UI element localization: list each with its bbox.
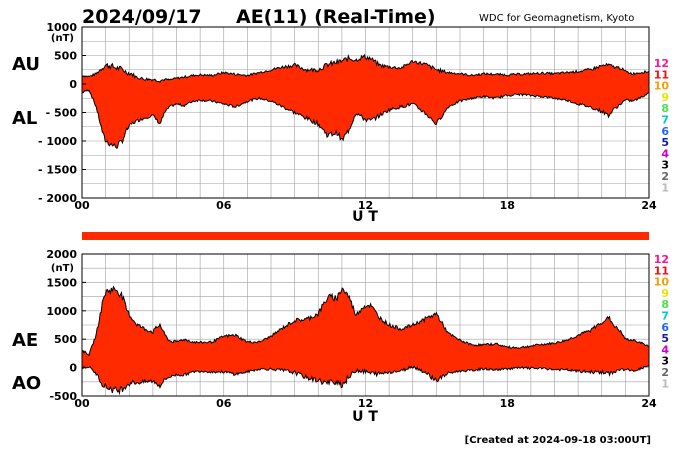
plot-title: AE(11) (Real-Time) (236, 6, 436, 28)
station-key-label: 12 (654, 57, 669, 70)
au-al-x-tick-label: 00 (74, 199, 90, 212)
station-key-label: 5 (661, 332, 669, 345)
ae-ao-y-tick-label: -500 (49, 390, 77, 403)
ae-series-label: AE (12, 330, 38, 351)
station-key-label: 6 (661, 321, 669, 334)
source-label: WDC for Geomagnetism, Kyoto (479, 13, 634, 24)
au-al-y-tick-label: 0 (69, 78, 77, 91)
station-key-label: 1 (661, 181, 669, 194)
station-key-label: 11 (654, 264, 669, 277)
station-key-label: 8 (661, 102, 669, 115)
ae-ao-y-tick-label: 0 (69, 362, 77, 375)
au-al-y-tick-label: 500 (54, 50, 77, 63)
station-key-label: 6 (661, 125, 669, 138)
station-key-label: 2 (661, 170, 669, 183)
station-key-label: 1 (661, 377, 669, 390)
station-key-label: 4 (661, 147, 669, 160)
au-al-unit-label: (nT) (51, 33, 74, 44)
data-status-bar (82, 232, 649, 240)
ae-ao-upper-envelope-line (81, 285, 650, 356)
station-key-label: 12 (654, 253, 669, 266)
plot-date: 2024/09/17 (82, 6, 202, 28)
au-al-y-tick-label: - 500 (46, 107, 78, 120)
au-al-x-tick-label: 12 (358, 199, 373, 212)
au-al-x-tick-label: 06 (216, 199, 232, 212)
au-series-label: AU (12, 54, 40, 75)
station-key-label: 10 (654, 276, 670, 289)
au-al-y-tick-label: - 1500 (38, 164, 77, 177)
ae-ao-x-tick-label: 06 (216, 397, 232, 410)
au-al-y-tick-label: - 1000 (38, 135, 77, 148)
au-al-panel: AU AL (nT) U T (12, 33, 378, 225)
ae-ao-y-tick-label: 1000 (46, 305, 77, 318)
ae-ao-lower-envelope-line (81, 364, 650, 396)
ae-ao-x-tick-label: 24 (641, 397, 657, 410)
station-key-label: 9 (661, 287, 669, 300)
station-key-label: 7 (661, 114, 669, 127)
ae-ao-filled-band (82, 286, 649, 394)
al-series-label: AL (12, 108, 37, 129)
station-key-label: 3 (661, 355, 669, 368)
station-key-label: 8 (661, 298, 669, 311)
ae-ao-x-axis-label: U T (352, 409, 378, 425)
ae-ao-x-tick-label: 18 (500, 397, 515, 410)
ae-ao-unit-label: (nT) (51, 263, 74, 274)
ae-ao-plot-frame (81, 253, 650, 397)
station-key-label: 5 (661, 136, 669, 149)
ae-ao-y-tick-label: 2000 (46, 248, 77, 261)
station-key-label: 7 (661, 310, 669, 323)
station-key-label: 2 (661, 366, 669, 379)
au-al-y-tick-label: 1000 (46, 21, 77, 34)
au-al-lower-envelope-line (81, 89, 650, 149)
created-timestamp: [Created at 2024-09-18 03:00UT] (465, 435, 651, 446)
station-key-label: 10 (654, 80, 670, 93)
au-al-x-tick-label: 24 (641, 199, 657, 212)
station-key-label: 4 (661, 343, 669, 356)
au-al-x-axis-label: U T (352, 209, 378, 225)
station-key-label: 3 (661, 159, 669, 172)
au-al-upper-envelope-line (81, 53, 650, 83)
ao-series-label: AO (12, 373, 41, 394)
station-key-label: 11 (654, 68, 669, 81)
ae-ao-y-tick-label: 500 (54, 333, 77, 346)
ae-ao-x-tick-label: 12 (358, 397, 373, 410)
ae-ao-x-tick-label: 00 (74, 397, 90, 410)
ae-ao-y-tick-label: 1500 (46, 276, 77, 289)
ae-ao-panel: AE AO (nT) U T (12, 263, 378, 425)
station-key-label: 9 (661, 91, 669, 104)
au-al-filled-band (82, 54, 649, 149)
au-al-x-tick-label: 18 (500, 199, 515, 212)
au-al-y-tick-label: - 2000 (38, 192, 77, 205)
